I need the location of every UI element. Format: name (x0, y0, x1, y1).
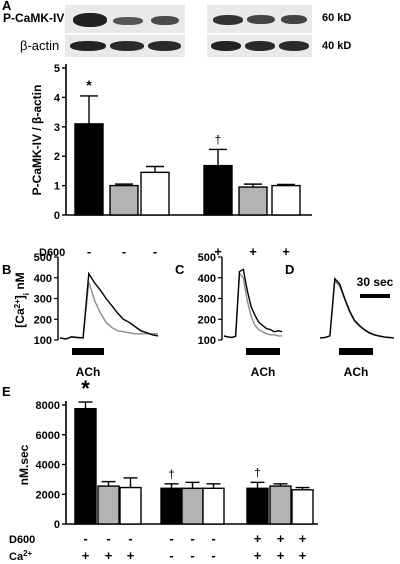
chart-d-ach-bar (339, 348, 373, 355)
chart-e-row-value: - (190, 531, 194, 546)
chart-a-y-tick-label: 3 (54, 122, 60, 134)
chart-e-row-value: + (254, 531, 262, 546)
chart-d-ach-label: ACh (344, 365, 369, 379)
chart-c-y-tick-label: 300 (198, 294, 216, 306)
chart-b-trace-gray (59, 281, 158, 340)
chart-e-bar (160, 487, 183, 525)
chart-a-row-value: - (87, 244, 91, 259)
chart-e-row-value: - (83, 531, 87, 546)
blot-image-actin-left (65, 35, 185, 57)
chart-e-bar (202, 487, 225, 525)
chart-a-significance-mark: * (86, 77, 92, 93)
chart-e-row-value: - (211, 531, 215, 546)
panel-label-a: A (2, 0, 12, 13)
chart-e-bar (74, 408, 97, 525)
chart-e-bar (291, 489, 314, 525)
chart-a-y-tick-label: 2 (54, 151, 60, 163)
chart-e-significance-mark: † (254, 465, 261, 479)
blot-image-pcamk-right (207, 5, 312, 33)
panel-label-e: E (2, 384, 11, 399)
chart-c-ach-bar (246, 348, 280, 355)
panel-label-d: D (285, 262, 295, 277)
chart-e-row-value: + (127, 548, 135, 563)
chart-e-row-value: + (82, 548, 90, 563)
chart-e-row-value: - (190, 548, 194, 563)
chart-b-y-tick-label: 100 (34, 335, 52, 347)
chart-e-y-tick-label: 8000 (36, 400, 60, 412)
chart-d-trace-black (319, 277, 395, 339)
chart-d-scale-bar-label: 30 sec (357, 275, 394, 289)
chart-e-row-label: D600 (9, 534, 35, 546)
chart-e-row-value: + (105, 548, 113, 563)
chart-c-y-tick-label: 200 (198, 314, 216, 326)
chart-e-y-tick-label: 0 (54, 519, 60, 531)
chart-e-row-value: + (254, 548, 262, 563)
blot-label-pcamk: P-CaMK-IV (3, 11, 65, 25)
chart-c-trace-black (223, 268, 283, 339)
chart-c-y-tick-label: 500 (198, 252, 216, 264)
chart-d-scale-bar (360, 294, 390, 298)
chart-a-row-value: + (282, 244, 290, 259)
blot-kd-40: 40 kD (322, 40, 352, 52)
chart-b-y-tick-label: 300 (34, 294, 52, 306)
chart-a-row-value: - (122, 244, 126, 259)
chart-e-bar (97, 485, 120, 525)
chart-c-y-tick-label: 100 (198, 335, 216, 347)
chart-a-row-value: + (214, 244, 222, 259)
chart-a-row-value: - (153, 244, 157, 259)
chart-a-y-axis-label: P-CaMK-IV / β-actin (30, 85, 44, 196)
chart-e-bar (119, 486, 142, 525)
chart-a-bar (74, 123, 104, 216)
chart-b-ach-bar (72, 348, 104, 355)
chart-a-bar (271, 184, 301, 216)
chart-b-trace-black (59, 271, 159, 340)
chart-a-bar (109, 184, 139, 216)
chart-e-row-value: + (277, 548, 285, 563)
chart-e-row-value: + (299, 548, 307, 563)
chart-e-row-value: + (299, 531, 307, 546)
chart-c-trace-gray (223, 271, 282, 339)
panel-label-b: B (2, 262, 12, 277)
chart-a-row-label: D600 (39, 247, 65, 259)
chart-a-significance-mark: † (215, 132, 222, 146)
chart-b-ach-label: ACh (76, 365, 101, 379)
panel-label-c: C (175, 262, 185, 277)
chart-c-y-tick-label: 400 (198, 273, 216, 285)
chart-e-significance-mark: † (168, 467, 175, 481)
chart-a-y-tick-label: 0 (54, 210, 60, 222)
chart-e-y-tick-label: 6000 (36, 430, 60, 442)
blot-kd-60: 60 kD (322, 12, 352, 24)
chart-e-row-value: - (106, 531, 110, 546)
chart-e-row-value: - (169, 548, 173, 563)
chart-b-y-tick-label: 500 (34, 252, 52, 264)
chart-b-y-tick-label: 200 (34, 314, 52, 326)
chart-b-y-axis-label: [Ca2+]i nM (13, 272, 31, 327)
chart-e-row-value: - (169, 531, 173, 546)
chart-e-bar (246, 487, 269, 525)
chart-a-row-value: + (249, 244, 257, 259)
blot-image-actin-right (207, 35, 312, 57)
chart-c-ach-label: ACh (251, 365, 276, 379)
blot-image-pcamk-left (65, 5, 185, 33)
chart-a-bar (140, 171, 170, 216)
chart-e-y-tick-label: 2000 (36, 489, 60, 501)
chart-a-bar (238, 186, 268, 216)
chart-e-bar (269, 485, 292, 525)
chart-a-y-tick-label: 5 (54, 63, 60, 75)
chart-e-bar (181, 487, 204, 525)
chart-e-y-tick-label: 4000 (36, 460, 60, 472)
chart-a-y-tick-label: 1 (54, 181, 60, 193)
blot-label-actin: β-actin (20, 38, 60, 53)
chart-a-bar (203, 164, 233, 216)
chart-e-row-value: - (211, 548, 215, 563)
chart-b-y-tick-label: 400 (34, 273, 52, 285)
chart-e-significance-mark: * (81, 376, 90, 401)
chart-e-y-axis-label: nM.sec (17, 444, 31, 485)
chart-e-row-value: + (277, 531, 285, 546)
chart-e-row-value: - (128, 531, 132, 546)
chart-e-row-label: Ca2+ (9, 549, 33, 564)
chart-a-y-tick-label: 4 (54, 92, 61, 104)
